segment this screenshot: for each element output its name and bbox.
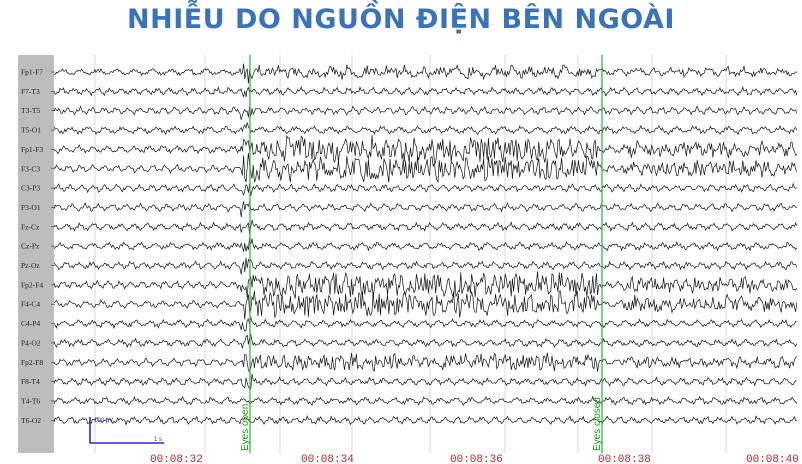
- eeg-trace: [53, 414, 797, 426]
- channel-label: C4-P4: [21, 319, 40, 328]
- page-title: NHIỄU DO NGUỒN ĐIỆN BÊN NGOÀI: [127, 4, 675, 35]
- eeg-trace: [53, 86, 798, 98]
- channel-label: Fp1-F3: [21, 145, 43, 154]
- eeg-trace: [53, 152, 798, 183]
- eeg-trace: [53, 122, 798, 136]
- eeg-trace: [53, 317, 797, 332]
- time-label: 00:08:32: [150, 454, 203, 464]
- time-label: 00:08:36: [450, 454, 503, 464]
- left-label-panel: [18, 55, 54, 453]
- channel-label: Pz-Oz: [21, 261, 40, 270]
- channel-label: F3-C3: [21, 164, 40, 173]
- eeg-trace: [53, 395, 798, 407]
- eeg-trace: [53, 333, 798, 349]
- channel-label: C3-P3: [21, 184, 40, 193]
- eeg-trace: [53, 373, 797, 390]
- eeg-trace: [53, 290, 798, 320]
- channel-label: T6-O2: [21, 416, 41, 425]
- channel-label: F7-T3: [21, 87, 40, 96]
- eeg-trace: [53, 182, 797, 197]
- channel-labels: Fp1-F7 F7-T3 T3-T5 T5-O1 Fp1-F3 F3-C3 C3-P3 P3-…: [21, 68, 55, 425]
- scale-bar: 100 µV 1 s: [89, 417, 164, 444]
- channel-label: T5-O1: [21, 126, 41, 135]
- channel-label: Cz-Pz: [21, 242, 40, 251]
- eeg-traces: [53, 63, 798, 426]
- scale-time-label: 1 s: [154, 437, 162, 443]
- channel-label: P4-O2: [21, 338, 41, 347]
- eeg-trace: [53, 105, 798, 120]
- eeg-trace: [53, 271, 798, 299]
- channel-label: T3-T5: [21, 106, 40, 115]
- time-label: 00:08:40: [746, 454, 799, 464]
- eeg-trace: [53, 63, 797, 84]
- eeg-trace: [53, 352, 798, 373]
- channel-label: Fz-Cz: [21, 222, 40, 231]
- eeg-trace: [53, 236, 798, 252]
- scale-bar-lines: [89, 417, 164, 444]
- channel-label: F4-C4: [21, 300, 40, 309]
- channel-label: Fp2-F4: [21, 280, 43, 289]
- channel-label: T4-T6: [21, 396, 40, 405]
- eeg-trace: [53, 257, 798, 275]
- eeg-recording: Fp1-F7 F7-T3 T3-T5 T5-O1 Fp1-F3 F3-C3 C3-P3 P3-…: [18, 55, 799, 464]
- channel-label: P3-O1: [21, 203, 41, 212]
- eeg-plot-area: [54, 55, 798, 453]
- time-grid: [94, 55, 727, 453]
- scale-amplitude-label: 100 µV: [94, 418, 113, 424]
- time-axis-labels: 00:08:32 00:08:34 00:08:36 00:08:38 00:08:40: [150, 454, 799, 464]
- time-label: 00:08:38: [598, 454, 651, 464]
- event-label: Eyes open: [240, 404, 251, 451]
- event-label: Eyes closed: [592, 397, 603, 451]
- time-label: 00:08:34: [301, 454, 354, 464]
- eeg-trace: [53, 201, 797, 218]
- event-markers: Eyes open Eyes closed: [240, 55, 603, 453]
- eeg-trace: [53, 134, 798, 164]
- channel-label: Fp2-F8: [21, 358, 43, 367]
- channel-label: Fp1-F7: [21, 68, 43, 77]
- channel-label: F8-T4: [21, 377, 40, 386]
- eeg-trace: [53, 219, 798, 235]
